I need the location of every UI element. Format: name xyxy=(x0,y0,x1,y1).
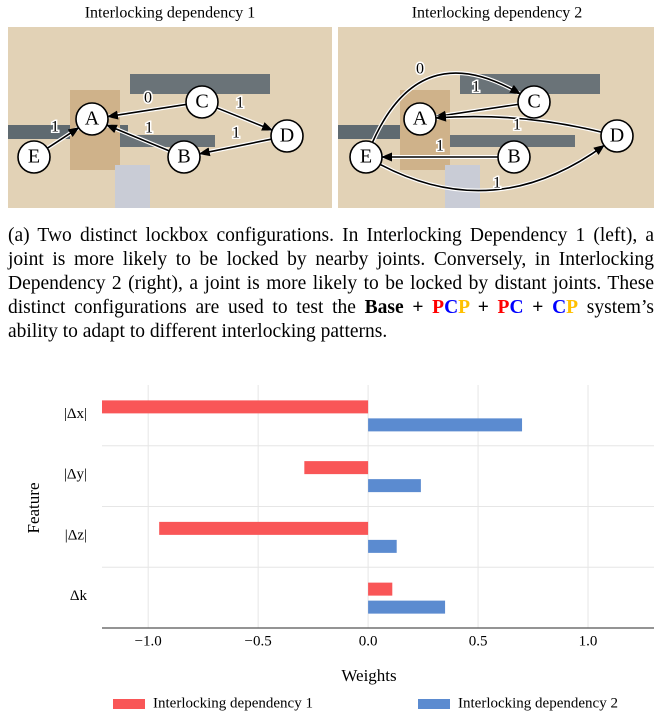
chart: −1.0 −0.5 0.0 0.5 1.0 |Δx| |Δy| |Δz| Δk Weights Fe… xyxy=(24,385,654,711)
edge xyxy=(434,112,602,133)
legend-swatch xyxy=(418,699,450,709)
node-label: B xyxy=(177,146,190,168)
node-label: A xyxy=(85,108,100,130)
y-tick-label: |Δz| xyxy=(65,527,87,543)
edge-label: 1 xyxy=(145,120,153,137)
node xyxy=(185,85,219,119)
bar xyxy=(102,400,369,414)
edge-label: 1 xyxy=(493,175,501,192)
caption-text: + xyxy=(469,297,498,318)
y-axis-label: Feature xyxy=(24,483,43,534)
edge xyxy=(46,127,80,149)
edge xyxy=(216,107,274,131)
node xyxy=(75,102,109,136)
node-label: B xyxy=(507,146,520,168)
caption-text: C xyxy=(444,297,459,318)
node-label: C xyxy=(527,91,540,113)
edge xyxy=(106,103,187,120)
node-label: A xyxy=(413,108,428,130)
x-tick-label: 1.0 xyxy=(579,633,598,649)
edge xyxy=(198,138,272,157)
edge-label: 1 xyxy=(236,95,244,112)
node xyxy=(167,140,201,174)
legend-label: Interlocking dependency 2 xyxy=(458,695,618,711)
edge-label: 1 xyxy=(436,138,444,155)
node xyxy=(349,140,383,174)
node xyxy=(517,85,551,119)
caption-text: C xyxy=(509,297,524,318)
caption-text: P xyxy=(566,297,579,318)
bar xyxy=(368,479,421,493)
x-tick-label: 0.0 xyxy=(359,633,378,649)
bar xyxy=(368,539,397,553)
edge-label: 1 xyxy=(51,119,59,136)
node xyxy=(270,119,304,153)
panel-title: Interlocking dependency 1 xyxy=(85,5,256,22)
node xyxy=(17,140,51,174)
node-label: E xyxy=(360,146,372,168)
edge-label: 1 xyxy=(472,79,480,96)
bar xyxy=(304,461,369,475)
bar xyxy=(368,582,393,596)
y-tick-label: |Δy| xyxy=(64,467,87,483)
x-tick-label: −0.5 xyxy=(245,633,272,649)
caption-text: P xyxy=(432,297,445,318)
x-axis-label: Weights xyxy=(341,666,396,685)
caption-text: P xyxy=(458,297,469,318)
node-label: D xyxy=(280,125,294,147)
figure-panels: Interlocking dependency 1 Interlocking d… xyxy=(8,5,654,208)
node xyxy=(600,119,634,153)
caption: (a) Two distinct lockbox configurations.… xyxy=(8,224,654,344)
panel-title: Interlocking dependency 2 xyxy=(412,5,583,22)
edge-label: 0 xyxy=(416,61,424,78)
edge xyxy=(371,72,522,143)
caption-text: P xyxy=(497,297,510,318)
node-label: D xyxy=(610,125,624,147)
bar xyxy=(368,418,523,432)
x-tick-label: −1.0 xyxy=(135,633,162,649)
bar xyxy=(159,521,369,535)
caption-text: C xyxy=(552,297,567,318)
y-tick-label: |Δx| xyxy=(64,406,87,422)
node-label: E xyxy=(28,146,40,168)
edge-label: 1 xyxy=(232,125,240,142)
legend-label: Interlocking dependency 1 xyxy=(153,695,313,711)
caption-text: + xyxy=(523,297,553,318)
caption-text: Base + xyxy=(364,297,433,318)
y-tick-label: Δk xyxy=(70,588,88,604)
bar xyxy=(368,600,446,614)
node xyxy=(403,102,437,136)
legend-swatch xyxy=(113,699,145,709)
edge xyxy=(379,144,605,192)
edge-label: 0 xyxy=(144,90,152,107)
node-label: C xyxy=(195,91,208,113)
edge-label: 1 xyxy=(513,117,521,134)
edge xyxy=(105,124,170,152)
caption-text: (a) Two distinct lockbox configurations.… xyxy=(8,225,654,318)
node xyxy=(497,140,531,174)
caption-text: system’s ability to adapt to different i… xyxy=(8,297,654,342)
x-tick-label: 0.5 xyxy=(469,633,488,649)
